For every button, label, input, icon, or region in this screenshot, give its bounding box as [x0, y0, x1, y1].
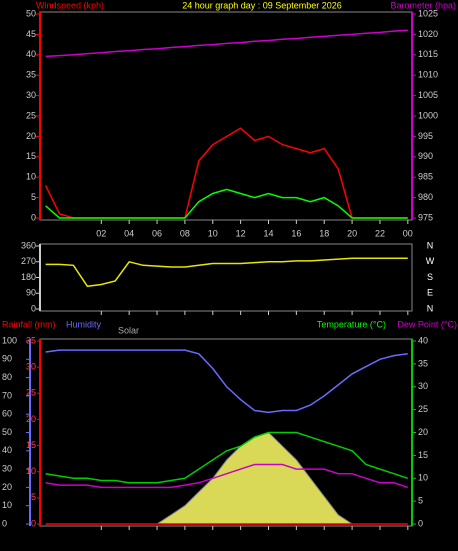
y-tick-label: 35: [26, 70, 36, 80]
series-line: [45, 188, 408, 219]
y-tick-label: 0: [31, 303, 36, 313]
y-tick-label: 270: [21, 256, 36, 266]
y2-tick-label: 1000: [418, 110, 438, 120]
x-tick-label: 16: [291, 228, 301, 238]
y-tick-label: 100: [2, 335, 17, 345]
y2-tick-label: 1015: [418, 49, 438, 59]
x-tick-label: 10: [208, 228, 218, 238]
rain-tick-label: 15: [26, 440, 36, 450]
y-tick-label: 90: [2, 354, 12, 364]
y-tick-label: 90: [26, 288, 36, 298]
y2-tick-label: 20: [418, 427, 428, 437]
y-tick-label: 50: [26, 8, 36, 18]
series-line: [45, 29, 408, 58]
x-tick-label: 20: [347, 228, 357, 238]
y2-tick-label: 0: [418, 518, 423, 528]
x-tick-label: 04: [124, 228, 134, 238]
y-tick-label: 30: [26, 90, 36, 100]
y-tick-label: 70: [2, 390, 12, 400]
y-tick-label: 60: [2, 409, 12, 419]
y2-tick-label: 975: [418, 212, 433, 222]
series-line: [45, 257, 408, 288]
y-tick-label: 10: [26, 172, 36, 182]
y-tick-label: 50: [2, 427, 12, 437]
series-line: [45, 431, 409, 484]
y-tick-label: 80: [2, 372, 12, 382]
x-tick-label: 14: [263, 228, 273, 238]
rain-tick-label: 10: [26, 466, 36, 476]
temperature-label: Temperature (°C): [317, 319, 386, 329]
compass-label: S: [427, 272, 433, 282]
series-line: [45, 463, 409, 489]
compass-label: N: [427, 303, 434, 313]
compass-label: E: [427, 288, 433, 298]
y-tick-label: 15: [26, 151, 36, 161]
y2-tick-label: 30: [418, 381, 428, 391]
rain-tick-label: 25: [26, 388, 36, 398]
y2-tick-label: 1005: [418, 90, 438, 100]
y2-tick-label: 10: [418, 473, 428, 483]
y2-tick-label: 1010: [418, 70, 438, 80]
x-tick-label: 22: [375, 228, 385, 238]
y2-tick-label: 25: [418, 404, 428, 414]
compass-label: N: [427, 240, 434, 250]
rain-tick-label: 30: [26, 362, 36, 372]
rainfall-label: Rainfall (mm): [2, 319, 56, 329]
y-tick-label: 0: [31, 212, 36, 222]
x-tick-label: 00: [403, 228, 413, 238]
rain-tick-label: 35: [26, 335, 36, 345]
compass-label: W: [426, 256, 435, 266]
y2-tick-label: 995: [418, 131, 433, 141]
y-tick-label: 20: [2, 482, 12, 492]
y-tick-label: 10: [2, 500, 12, 510]
x-tick-label: 02: [96, 228, 106, 238]
series-line: [45, 349, 408, 414]
y2-tick-label: 15: [418, 450, 428, 460]
y2-tick-label: 1025: [418, 8, 438, 18]
solar-label: Solar: [118, 325, 139, 335]
barometer-label: Barometer (hpa): [390, 0, 456, 10]
y-tick-label: 5: [31, 192, 36, 202]
y2-tick-label: 35: [418, 358, 428, 368]
y2-tick-label: 1020: [418, 29, 438, 39]
y2-tick-label: 985: [418, 172, 433, 182]
chart-title: 24 hour graph day : 09 September 2026: [182, 0, 342, 10]
rain-tick-label: 20: [26, 414, 36, 424]
y-tick-label: 360: [21, 240, 36, 250]
y2-tick-label: 5: [418, 496, 423, 506]
y-tick-label: 180: [21, 272, 36, 282]
y-tick-label: 25: [26, 110, 36, 120]
humidity-label: Humidity: [66, 319, 102, 329]
windspeed-label: Windspeed (kph): [36, 0, 104, 10]
y-tick-label: 40: [26, 49, 36, 59]
dewpoint-label: Dew Point (°C): [397, 319, 457, 329]
y-tick-label: 0: [2, 518, 7, 528]
y-tick-label: 30: [2, 463, 12, 473]
y-tick-label: 20: [26, 131, 36, 141]
rain-tick-label: 5: [31, 492, 36, 502]
y-tick-label: 40: [2, 445, 12, 455]
y-tick-label: 45: [26, 29, 36, 39]
x-tick-label: 18: [319, 228, 329, 238]
x-tick-label: 06: [152, 228, 162, 238]
x-tick-label: 08: [180, 228, 190, 238]
y2-tick-label: 40: [418, 335, 428, 345]
y2-tick-label: 990: [418, 151, 433, 161]
x-tick-label: 12: [236, 228, 246, 238]
rain-tick-label: 0: [31, 518, 36, 528]
y2-tick-label: 980: [418, 192, 433, 202]
